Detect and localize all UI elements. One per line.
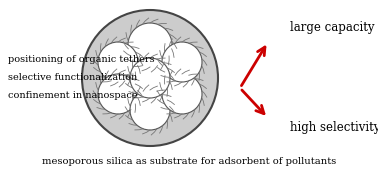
Text: high selectivity: high selectivity: [290, 122, 378, 134]
Text: mesoporous silica as substrate for adsorbent of pollutants: mesoporous silica as substrate for adsor…: [42, 158, 336, 166]
Circle shape: [162, 74, 202, 114]
Circle shape: [82, 10, 218, 146]
Circle shape: [130, 90, 170, 130]
Text: selective functionalization: selective functionalization: [8, 73, 137, 82]
Circle shape: [98, 42, 138, 82]
Circle shape: [128, 23, 172, 67]
Text: confinement in nanospace: confinement in nanospace: [8, 91, 138, 100]
Circle shape: [98, 74, 138, 114]
Text: positioning of organic tethers: positioning of organic tethers: [8, 55, 155, 64]
Circle shape: [162, 42, 202, 82]
Circle shape: [130, 58, 170, 98]
Text: large capacity: large capacity: [290, 21, 375, 35]
